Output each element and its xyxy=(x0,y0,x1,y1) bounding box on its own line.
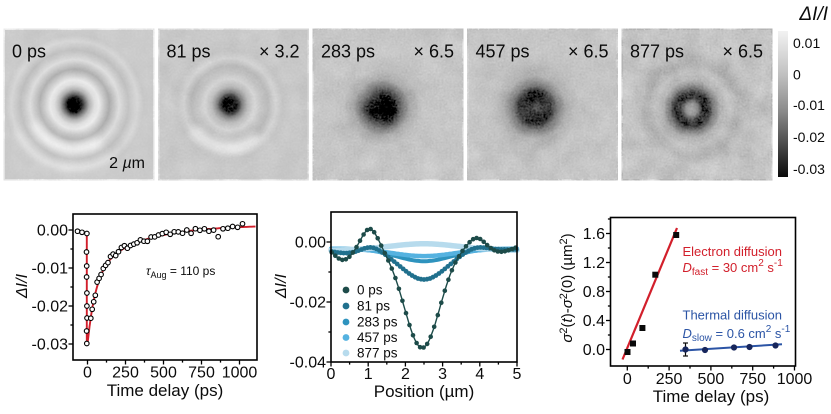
svg-text:Dfast = 30 cm2 s-1: Dfast = 30 cm2 s-1 xyxy=(683,258,784,278)
svg-text:1.6: 1.6 xyxy=(583,226,605,243)
svg-text:457 ps: 457 ps xyxy=(476,42,530,62)
svg-text:877 ps: 877 ps xyxy=(630,42,684,62)
svg-text:0.00: 0.00 xyxy=(37,223,68,240)
svg-text:Dslow = 0.6 cm2 s-1: Dslow = 0.6 cm2 s-1 xyxy=(683,324,791,344)
svg-text:0.0: 0.0 xyxy=(583,342,605,359)
svg-text:-0.01: -0.01 xyxy=(32,261,69,278)
svg-text:0.8: 0.8 xyxy=(583,284,605,301)
svg-text:1000: 1000 xyxy=(222,365,258,382)
svg-text:Thermal diffusion: Thermal diffusion xyxy=(683,308,782,323)
svg-text:500: 500 xyxy=(150,365,177,382)
svg-text:0: 0 xyxy=(623,371,632,388)
svg-text:877 ps: 877 ps xyxy=(357,346,398,361)
svg-text:2 µm: 2 µm xyxy=(109,155,145,172)
svg-text:81 ps: 81 ps xyxy=(357,299,390,314)
svg-text:0: 0 xyxy=(793,67,801,83)
svg-text:0 ps: 0 ps xyxy=(357,283,383,298)
svg-text:Time delay (ps): Time delay (ps) xyxy=(107,381,224,400)
svg-text:-0.04: -0.04 xyxy=(290,355,327,372)
svg-text:× 6.5: × 6.5 xyxy=(722,42,763,62)
svg-text:-0.02: -0.02 xyxy=(290,295,327,312)
svg-text:ΔI/I: ΔI/I xyxy=(14,273,31,299)
svg-text:σ2(t)-σ2(0) (µm2): σ2(t)-σ2(0) (µm2) xyxy=(558,233,576,342)
svg-text:-0.02: -0.02 xyxy=(793,129,825,145)
svg-text:283 ps: 283 ps xyxy=(321,42,375,62)
svg-text:Position (µm): Position (µm) xyxy=(374,382,474,401)
svg-text:-0.03: -0.03 xyxy=(793,161,825,177)
svg-text:τAug = 110 ps: τAug = 110 ps xyxy=(146,264,215,280)
svg-text:1: 1 xyxy=(364,366,373,383)
svg-text:ΔI/I: ΔI/I xyxy=(273,273,290,299)
svg-text:0.4: 0.4 xyxy=(583,313,605,330)
svg-text:1.2: 1.2 xyxy=(583,255,605,272)
svg-text:750: 750 xyxy=(188,365,215,382)
svg-text:457 ps: 457 ps xyxy=(357,330,398,345)
svg-text:× 6.5: × 6.5 xyxy=(568,42,609,62)
svg-text:250: 250 xyxy=(656,371,683,388)
svg-text:750: 750 xyxy=(739,371,766,388)
svg-text:0: 0 xyxy=(83,365,92,382)
svg-text:2: 2 xyxy=(401,366,410,383)
svg-text:-0.01: -0.01 xyxy=(793,97,825,113)
svg-text:× 3.2: × 3.2 xyxy=(259,42,300,62)
svg-text:× 6.5: × 6.5 xyxy=(413,42,454,62)
svg-text:3: 3 xyxy=(438,366,447,383)
svg-text:0.01: 0.01 xyxy=(793,35,820,51)
svg-text:-0.03: -0.03 xyxy=(32,337,69,354)
svg-text:Time delay (ps): Time delay (ps) xyxy=(653,387,770,406)
svg-text:0: 0 xyxy=(327,366,336,383)
svg-text:0.00: 0.00 xyxy=(295,235,326,252)
svg-text:ΔI/I: ΔI/I xyxy=(798,4,828,25)
svg-text:0 ps: 0 ps xyxy=(12,42,46,62)
svg-text:5: 5 xyxy=(513,366,522,383)
svg-text:-0.02: -0.02 xyxy=(32,299,69,316)
svg-text:81 ps: 81 ps xyxy=(167,42,211,62)
svg-text:283 ps: 283 ps xyxy=(357,315,398,330)
svg-text:1000: 1000 xyxy=(777,371,813,388)
svg-text:250: 250 xyxy=(112,365,139,382)
svg-text:500: 500 xyxy=(698,371,725,388)
svg-text:Electron diffusion: Electron diffusion xyxy=(683,244,783,259)
svg-text:4: 4 xyxy=(475,366,484,383)
